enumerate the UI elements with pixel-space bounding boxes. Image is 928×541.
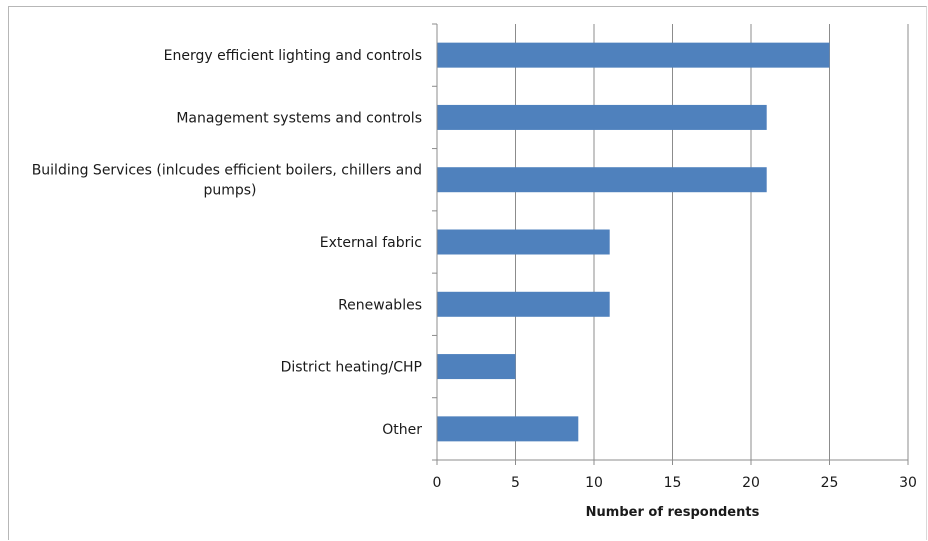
bar-5 xyxy=(437,354,516,380)
x-tick-label-0: 0 xyxy=(433,475,442,491)
x-tick-label-20: 20 xyxy=(742,475,760,491)
category-label-1: Management systems and controls xyxy=(176,110,422,126)
category-label-3: External fabric xyxy=(320,235,422,251)
chart-frame xyxy=(8,6,927,540)
x-tick-label-30: 30 xyxy=(899,475,917,491)
x-axis-title: Number of respondents xyxy=(586,505,760,520)
x-tick-label-5: 5 xyxy=(511,475,520,491)
category-label-4: Renewables xyxy=(338,297,422,313)
bar-0 xyxy=(437,42,830,68)
x-tick-label-25: 25 xyxy=(821,475,839,491)
x-tick-label-15: 15 xyxy=(664,475,682,491)
bar-6 xyxy=(437,416,579,442)
category-label-2-line-0: Building Services (inlcudes efficient bo… xyxy=(32,163,422,179)
bar-4 xyxy=(437,291,610,317)
category-label-2-line-1: pumps) xyxy=(203,183,256,199)
x-tick-label-10: 10 xyxy=(585,475,603,491)
bar-1 xyxy=(437,104,767,130)
bar-2 xyxy=(437,167,767,193)
category-label-0: Energy efficient lighting and controls xyxy=(164,48,422,64)
category-label-5: District heating/CHP xyxy=(281,360,422,376)
category-label-6: Other xyxy=(382,422,422,438)
bar-3 xyxy=(437,229,610,255)
